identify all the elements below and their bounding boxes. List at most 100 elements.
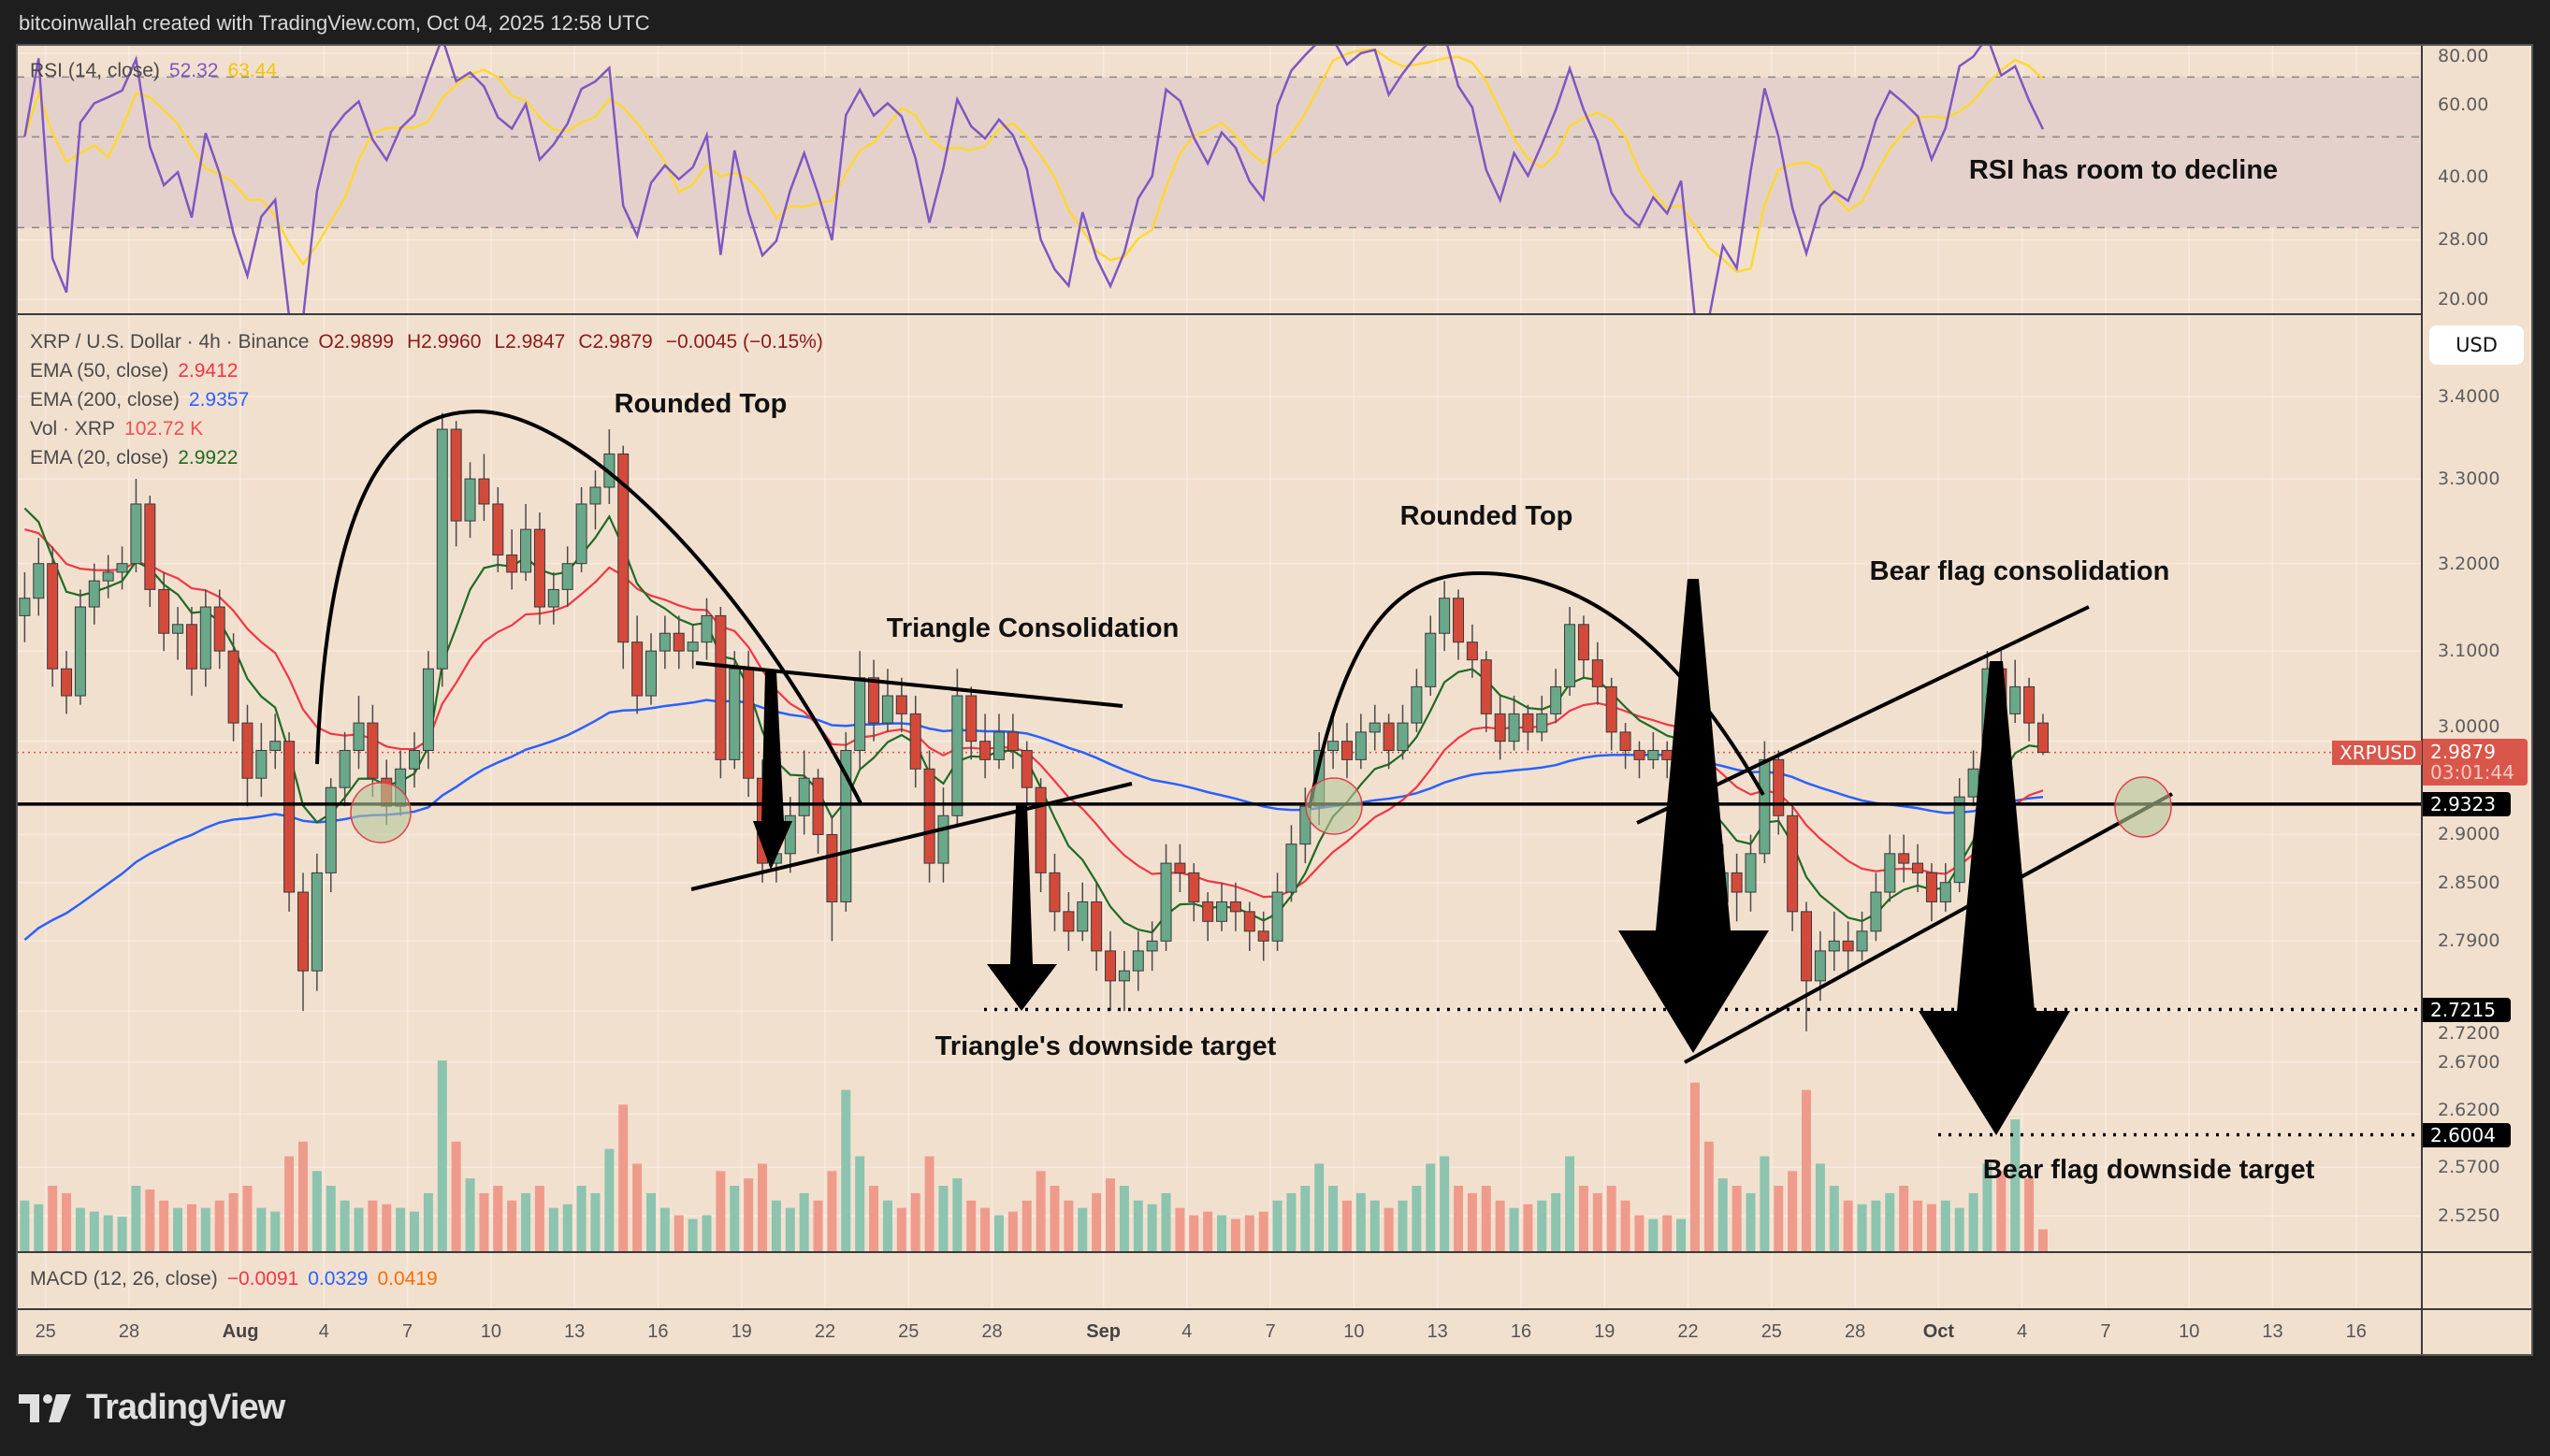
ema-20-label: EMA (20, close): [30, 447, 169, 469]
volume-bar: [62, 1192, 72, 1252]
bear-flag-target-arrow-icon[interactable]: [1919, 661, 2070, 1135]
volume-bar: [1175, 1207, 1185, 1252]
candle-body: [589, 486, 601, 505]
candle-body: [854, 677, 866, 752]
candle-body: [1425, 632, 1437, 687]
candle-body: [61, 668, 73, 697]
candle-body: [1912, 862, 1924, 873]
candle: [1397, 704, 1409, 760]
volume-bar: [326, 1186, 336, 1252]
time-axis-label: Oct: [1922, 1321, 1955, 1342]
tradingview-logo[interactable]: TradingView: [19, 1388, 285, 1428]
candle: [868, 659, 880, 742]
volume-bar: [1760, 1156, 1770, 1252]
candle-body: [533, 528, 545, 608]
candle: [353, 696, 365, 770]
candle-body: [1605, 685, 1617, 733]
arrows[interactable]: [753, 579, 2070, 1135]
rsi-legend[interactable]: RSI (14, close) 52.32 63.44: [30, 60, 286, 82]
price-axis-label: 2.6700: [2438, 1051, 2500, 1073]
candle-body: [798, 777, 810, 816]
candle: [172, 607, 184, 660]
candle-body: [1453, 598, 1465, 643]
candle-body: [715, 614, 727, 760]
candle-body: [1202, 901, 1214, 922]
ema-50-legend[interactable]: EMA (50, close) 2.9412: [30, 360, 247, 382]
candle: [1633, 741, 1645, 779]
candle-body: [2036, 722, 2049, 754]
currency-button[interactable]: USD: [2429, 325, 2524, 365]
ema-20-legend[interactable]: EMA (20, close) 2.9922: [30, 447, 247, 469]
price-axis-label: 2.5700: [2438, 1157, 2500, 1178]
volume-bar: [1620, 1200, 1630, 1252]
volume-bar: [1523, 1204, 1533, 1252]
candle-body: [575, 503, 587, 565]
symbol-legend[interactable]: XRP / U.S. Dollar · 4h · Binance O2.9899 H…: [30, 331, 833, 353]
volume-bar: [228, 1192, 239, 1252]
candle: [1063, 892, 1075, 951]
candle-body: [923, 768, 935, 864]
volume-bar: [1314, 1163, 1325, 1252]
volume-bar: [855, 1156, 865, 1252]
volume-legend[interactable]: Vol · XRP 102.72 K: [30, 418, 212, 440]
candle: [575, 487, 587, 572]
candle: [1494, 696, 1506, 760]
time-axis-label: 7: [2100, 1321, 2111, 1342]
volume-bar: [507, 1200, 517, 1252]
candle: [1787, 806, 1799, 931]
volume-bar: [1717, 1178, 1728, 1252]
rounded-top-breakdown-arrow-icon[interactable]: [1618, 579, 1769, 1053]
candle-body: [1160, 862, 1172, 942]
candle: [144, 495, 156, 608]
volume-bar: [1106, 1178, 1116, 1252]
candle-body: [1411, 685, 1423, 724]
volume-bar: [159, 1200, 169, 1252]
time-axis-label: 4: [318, 1321, 329, 1342]
time-axis-label: 25: [1760, 1321, 1782, 1342]
candle-body: [979, 741, 992, 760]
candle-body: [227, 650, 239, 724]
triangle-lower-line[interactable]: [690, 782, 1133, 891]
candle: [185, 607, 197, 697]
candle: [1773, 750, 1785, 835]
candle-body: [659, 632, 671, 652]
volume-bar: [297, 1141, 308, 1252]
triangle-target-arrow-icon[interactable]: [987, 805, 1057, 1011]
candle: [1021, 741, 1033, 807]
time-axis-label: 13: [1427, 1321, 1448, 1342]
candle: [241, 704, 254, 807]
bear-flag-lower-line[interactable]: [1684, 792, 2173, 1064]
candle-body: [673, 632, 685, 652]
candle-body: [213, 606, 225, 652]
candle-body: [1466, 642, 1478, 661]
candle: [589, 470, 601, 530]
triangle-upper-line[interactable]: [695, 661, 1123, 708]
rounded-top-arc-1[interactable]: [315, 409, 863, 806]
candle: [2023, 677, 2036, 742]
macd-label: MACD (12, 26, close): [30, 1268, 218, 1290]
ema-200-legend[interactable]: EMA (200, close) 2.9357: [30, 389, 258, 411]
candle-body: [492, 503, 504, 555]
macd-legend[interactable]: MACD (12, 26, close) −0.0091 0.0329 0.0419: [30, 1268, 447, 1290]
candle-body: [19, 598, 31, 616]
candle-body: [1285, 843, 1297, 893]
macd-signal-value: 0.0329: [308, 1268, 369, 1290]
rsi-line: [23, 46, 2045, 313]
volume-bar: [1454, 1186, 1464, 1252]
close-value: C2.9879: [578, 331, 653, 353]
candle-body: [1564, 624, 1576, 687]
candle-body: [353, 722, 365, 752]
volume-bar: [674, 1215, 684, 1252]
volume-bar: [1064, 1200, 1074, 1252]
triangle-breakdown-arrow-icon[interactable]: [753, 671, 792, 870]
volume-bar: [758, 1163, 768, 1252]
candle-body: [1745, 853, 1757, 893]
candle-body: [1340, 741, 1353, 760]
level-lines[interactable]: [17, 802, 2422, 1137]
candle: [1035, 778, 1047, 893]
time-axis-label: 16: [647, 1321, 669, 1342]
rsi-ma-value: 63.44: [227, 60, 278, 81]
candle: [1439, 581, 1451, 652]
volume-bar: [841, 1089, 851, 1252]
